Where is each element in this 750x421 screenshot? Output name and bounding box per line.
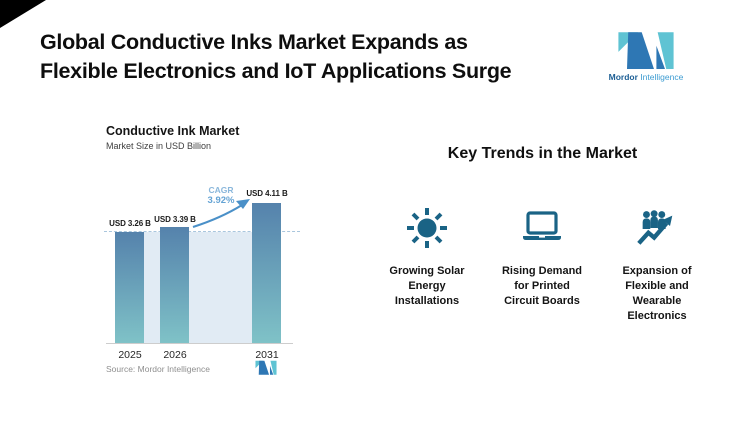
page-title: Global Conductive Inks Market Expands as… [40, 28, 512, 86]
bar-2031 [252, 202, 281, 343]
x-axis-label-2025: 2025 [118, 349, 142, 361]
cagr-value: 3.92% [207, 195, 235, 206]
cagr-annotation: CAGR 3.92% [191, 185, 251, 206]
brand-logo: Mordor Intelligence [602, 31, 690, 82]
trend-item-wearables: Expansion of Flexible and Wearable Elect… [597, 203, 717, 324]
reference-dashed-line [104, 230, 300, 232]
people-growth-icon [597, 203, 717, 253]
x-axis-label-2026: 2026 [163, 349, 187, 361]
bar-value-label-2025: USD 3.26 B [109, 219, 151, 228]
mi-logo-small-icon [255, 360, 277, 375]
corner-triangle-decoration [0, 0, 46, 28]
trend-caption-wearables: Expansion of Flexible and Wearable Elect… [622, 265, 692, 322]
bar-value-label-2026: USD 3.39 B [154, 215, 196, 224]
brand-name-light: Intelligence [640, 72, 684, 82]
bar-2026 [160, 227, 189, 343]
trend-item-solar: Growing Solar Energy Installations [367, 203, 487, 309]
brand-name-bold: Mordor [608, 72, 638, 82]
x-axis-line [106, 343, 293, 344]
mordor-intelligence-logo-icon [618, 32, 674, 69]
trend-caption-pcb: Rising Demand for Printed Circuit Boards [501, 265, 583, 307]
laptop-icon [482, 203, 602, 253]
bar-chart-plot: USD 3.26 B USD 3.39 B USD 4.11 B CAGR 3.… [104, 180, 306, 361]
cagr-label: CAGR [208, 185, 234, 195]
chart-title: Conductive Ink Market [106, 124, 240, 138]
chart-source: Source: Mordor Intelligence [106, 364, 210, 374]
trend-caption-solar: Growing Solar Energy Installations [389, 265, 465, 307]
sun-icon [367, 203, 487, 253]
page-title-line2: Flexible Electronics and IoT Application… [40, 59, 512, 83]
bar-2025 [115, 231, 144, 343]
chart-subtitle: Market Size in USD Billion [106, 141, 212, 151]
trends-heading: Key Trends in the Market [447, 145, 638, 162]
bar-value-label-2031: USD 4.11 B [246, 189, 288, 198]
page-title-line1: Global Conductive Inks Market Expands as [40, 30, 468, 54]
growth-arrow-icon [192, 199, 250, 229]
brand-name: Mordor Intelligence [602, 72, 690, 82]
x-axis-label-2031: 2031 [255, 349, 279, 361]
trend-item-pcb: Rising Demand for Printed Circuit Boards [482, 203, 602, 309]
